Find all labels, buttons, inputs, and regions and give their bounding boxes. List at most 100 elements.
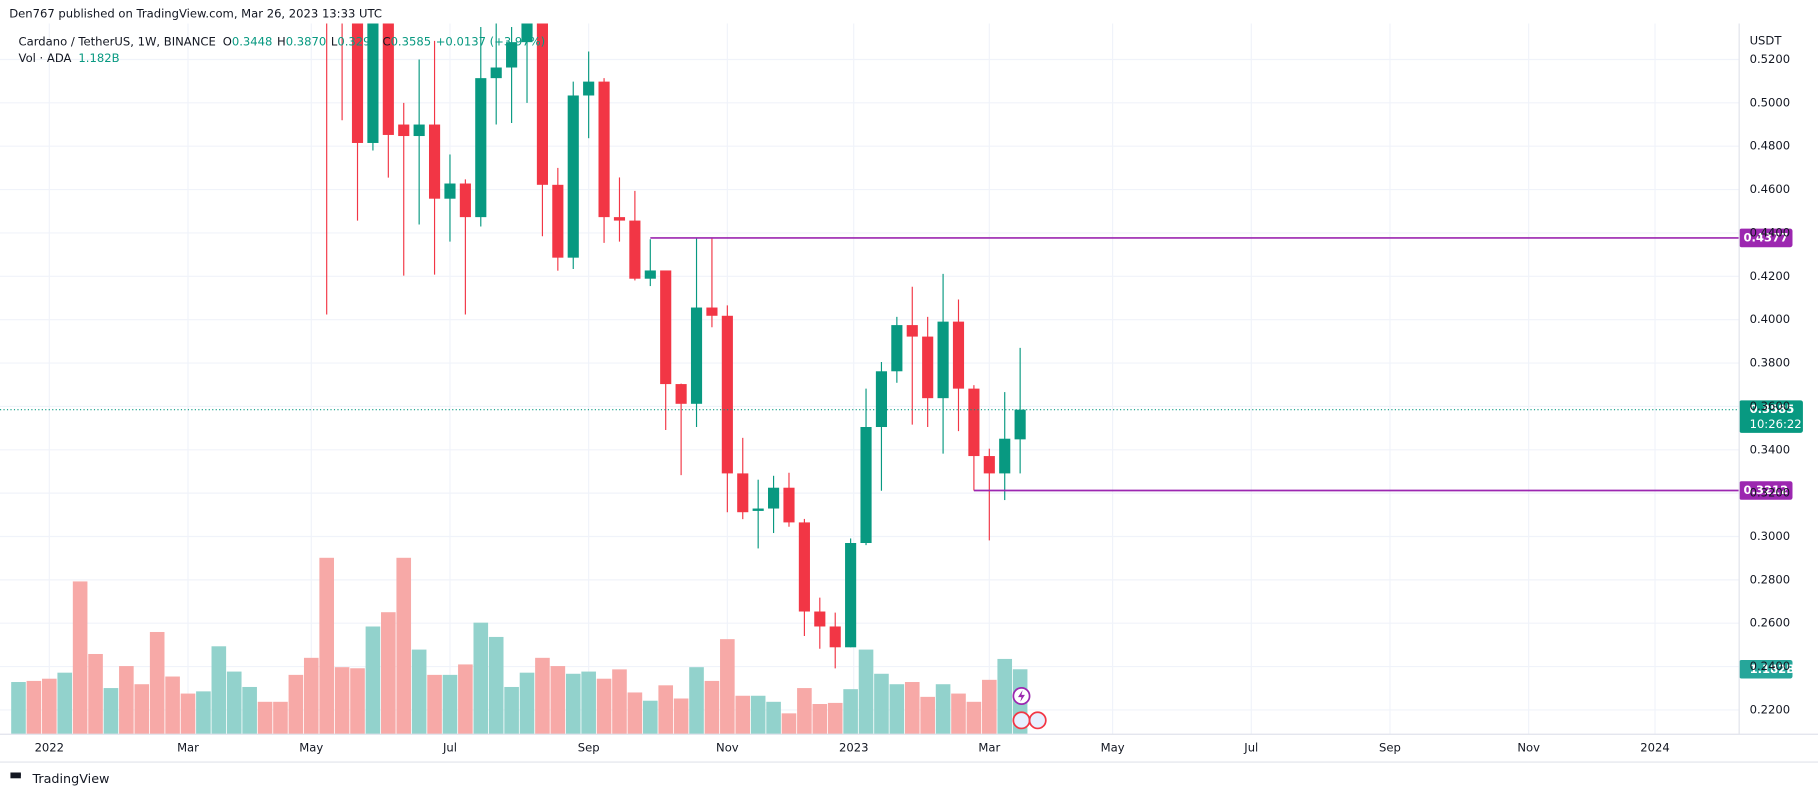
volume-bar <box>134 684 150 735</box>
y-tick-label: 0.3000 <box>1750 529 1791 543</box>
candle-body <box>891 325 903 372</box>
candle-body <box>459 183 471 218</box>
y-tick-label: 0.4200 <box>1750 269 1791 283</box>
candle-body <box>521 23 533 43</box>
x-tick-label: 2022 <box>35 741 64 755</box>
candle-body <box>737 473 749 513</box>
level-label-box <box>1739 481 1793 500</box>
legend-value: 0.3291 <box>337 35 378 49</box>
candle-body <box>860 427 872 544</box>
candle-body <box>506 42 518 68</box>
candle-body <box>999 438 1011 474</box>
volume-bar <box>257 701 273 735</box>
volume-bar <box>627 692 643 735</box>
volume-bar <box>288 674 304 735</box>
candle-body <box>567 95 579 258</box>
x-tick-label: Nov <box>716 741 739 755</box>
y-tick-label: 0.4000 <box>1750 312 1791 326</box>
volume-bar <box>488 636 504 735</box>
candle-body <box>768 487 780 509</box>
x-tick-label: Jul <box>1243 741 1258 755</box>
legend-key: L <box>331 35 338 49</box>
x-tick-label: Mar <box>177 741 199 755</box>
volume-bar <box>565 673 581 735</box>
candle-body <box>906 325 918 337</box>
candle-body <box>475 78 487 218</box>
legend-key: H <box>277 35 286 49</box>
candle-body <box>721 315 733 474</box>
legend-value: 0.3870 <box>286 35 327 49</box>
candle-body <box>922 336 934 399</box>
level-label: 0.4377 <box>1743 230 1788 244</box>
legend-key: C <box>382 35 390 49</box>
x-tick-label: May <box>1101 741 1125 755</box>
volume-bar <box>704 680 720 735</box>
volume-bar <box>57 672 73 735</box>
volume-bar <box>642 700 658 735</box>
volume-bar <box>180 693 196 735</box>
volume-bar <box>103 688 119 735</box>
x-tick-label: 2023 <box>839 741 868 755</box>
candle-body <box>706 307 718 316</box>
volume-bar <box>303 657 319 735</box>
volume-bar <box>473 622 489 735</box>
candle-body <box>675 384 687 404</box>
level-label-box <box>1739 228 1793 248</box>
volume-bar <box>982 679 997 735</box>
volume-bar <box>874 673 889 735</box>
legend-change: +0.0137 (+3.97%) <box>436 35 545 49</box>
volume-bar <box>411 649 427 735</box>
volume-bar <box>242 686 257 735</box>
candle-body <box>583 81 595 96</box>
y-tick-label: 0.2800 <box>1750 572 1791 586</box>
candle-body <box>968 388 980 457</box>
candle-body <box>536 23 548 185</box>
volume-label-box <box>1739 659 1793 679</box>
candle-body <box>428 124 441 199</box>
volume-bar <box>720 639 735 735</box>
volume-bar <box>858 649 874 735</box>
volume-bar <box>750 695 766 735</box>
currency-label: USDT <box>1750 33 1783 47</box>
volume-bar <box>519 672 535 735</box>
volume-title: Vol · ADA <box>19 51 72 65</box>
volume-bar <box>935 684 951 735</box>
y-tick-label: 0.3800 <box>1750 356 1791 370</box>
candle-body <box>752 508 764 511</box>
volume-bar <box>196 691 211 735</box>
y-tick-label: 0.2600 <box>1750 616 1791 630</box>
candle-body <box>937 321 949 399</box>
candle-body <box>829 626 841 648</box>
brand-name: TradingView <box>31 772 109 787</box>
y-tick-label: 0.3600 <box>1750 399 1791 413</box>
x-tick-label: Mar <box>978 741 1000 755</box>
candle-body <box>413 124 425 137</box>
volume-bar <box>658 685 674 735</box>
volume-bar <box>904 682 920 735</box>
y-tick-label: 0.5200 <box>1750 52 1791 66</box>
x-tick-label: Sep <box>1379 741 1401 755</box>
volume-bar <box>735 695 751 735</box>
last-price-label: 0.3585 <box>1750 402 1795 416</box>
volume-bar <box>781 713 797 735</box>
y-tick-label: 0.4600 <box>1750 182 1791 196</box>
candle-body <box>613 217 626 221</box>
volume-bar <box>226 671 242 735</box>
candle-body <box>845 543 857 648</box>
volume-bar <box>596 678 612 735</box>
volume-bar <box>458 664 473 735</box>
volume-bar <box>843 689 858 735</box>
y-tick-label: 0.5000 <box>1750 95 1791 109</box>
volume-bar <box>612 669 627 735</box>
candle-body <box>798 522 810 612</box>
volume-bar <box>427 674 442 735</box>
candle-body <box>783 487 795 523</box>
x-tick-label: May <box>299 741 323 755</box>
candle-body <box>814 611 826 627</box>
volume-bar <box>504 686 519 735</box>
candle-body <box>367 23 379 143</box>
